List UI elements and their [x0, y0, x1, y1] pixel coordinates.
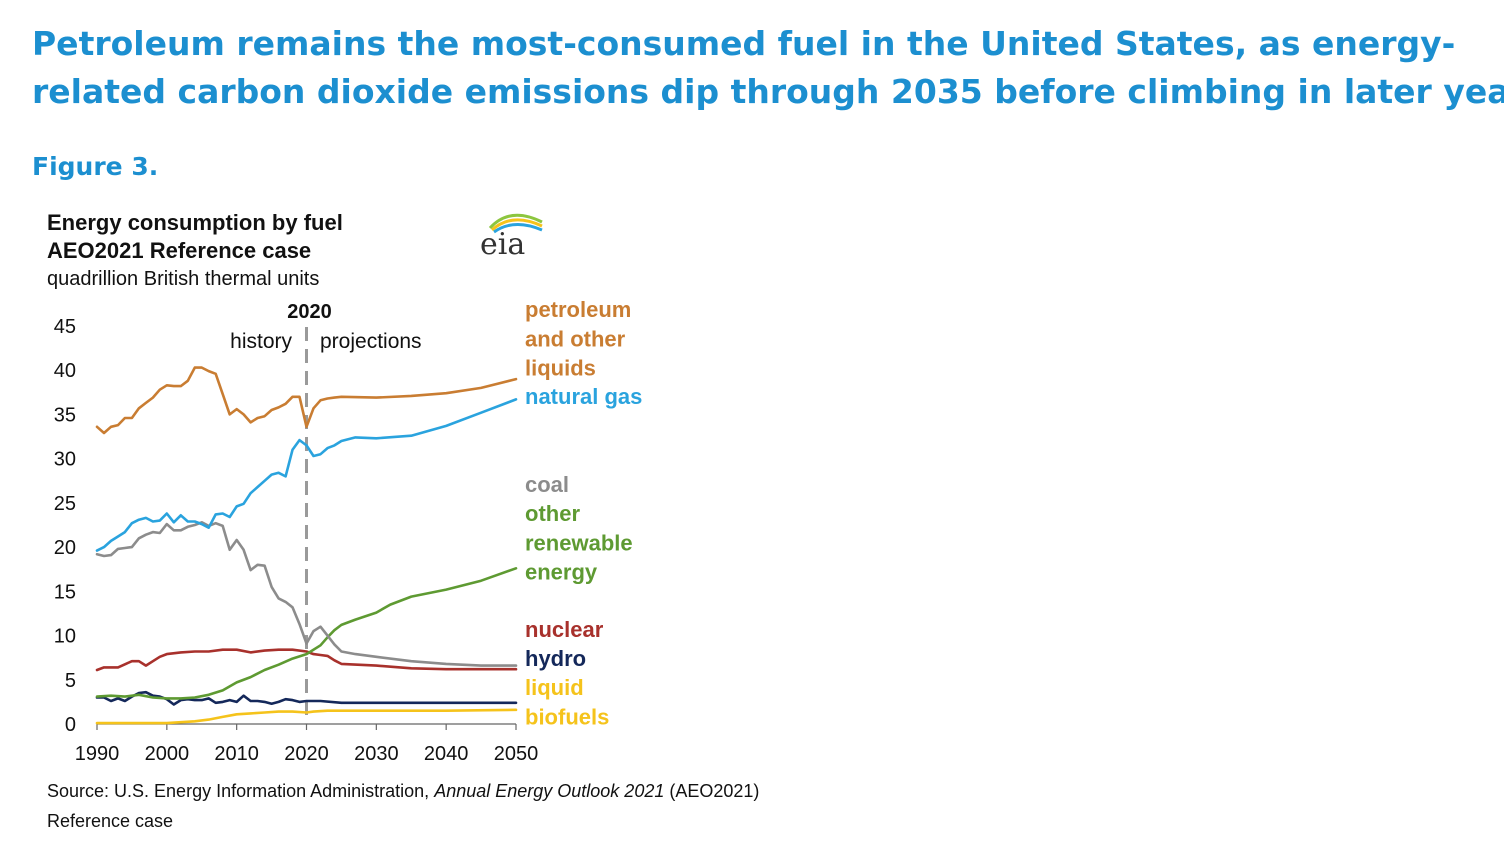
series-label-petroleum-and-other-liquids: liquids [525, 356, 596, 381]
source-line-2: Reference case [47, 811, 174, 831]
chart-unit: quadrillion British thermal units [47, 268, 320, 290]
series-line-coal [95, 521, 518, 667]
source-suffix: (AEO2021) [664, 781, 760, 801]
series-label-coal: coal [525, 472, 569, 497]
divider-year-label: 2020 [287, 301, 332, 323]
series-label-hydro: hydro [525, 646, 586, 671]
series-label-nuclear: nuclear [525, 617, 604, 642]
y-tick-label: 35 [54, 404, 76, 426]
series-label-other-renewable-energy: energy [525, 560, 598, 585]
y-tick-label: 20 [54, 537, 76, 559]
series-label-liquid-biofuels: liquid [525, 675, 584, 700]
source-note: Source: U.S. Energy Information Administ… [47, 776, 947, 836]
headline-line-2: related carbon dioxide emissions dip thr… [32, 72, 1504, 111]
series-line-natural-gas [95, 398, 518, 552]
series-line-liquid-biofuels [95, 708, 518, 725]
eia-logo: eia [480, 213, 543, 258]
headline-line-1: Petroleum remains the most-consumed fuel… [32, 24, 1456, 63]
series-line-other-renewable-energy [95, 567, 518, 700]
chart-title-block: Energy consumption by fuel AEO2021 Refer… [47, 209, 343, 265]
chart-title: Energy consumption by fuel [47, 210, 343, 235]
source-line-1: Source: U.S. Energy Information Administ… [47, 776, 947, 806]
y-tick-label: 5 [65, 670, 76, 692]
y-tick-label: 0 [65, 714, 76, 736]
series-label-other-renewable-energy: renewable [525, 530, 633, 555]
y-tick-label: 30 [54, 449, 76, 471]
x-tick-label: 2040 [424, 743, 469, 765]
series-line-hydro [95, 690, 518, 706]
x-tick-label: 2020 [284, 743, 329, 765]
x-tick-label: 2000 [145, 743, 190, 765]
y-tick-label: 15 [54, 581, 76, 603]
headline: Petroleum remains the most-consumed fuel… [32, 20, 1504, 116]
y-tick-label: 45 [54, 316, 76, 338]
projections-label: projections [320, 330, 422, 353]
figure-label: Figure 3. [32, 152, 159, 181]
chart-subtitle: AEO2021 Reference case [47, 238, 312, 263]
x-tick-label: 2010 [214, 743, 259, 765]
x-tick-label: 2030 [354, 743, 399, 765]
history-label: history [230, 330, 292, 353]
series-label-natural-gas: natural gas [525, 384, 642, 409]
source-publication: Annual Energy Outlook 2021 [434, 781, 665, 801]
x-tick-label: 2050 [494, 743, 539, 765]
eia-logo-text: eia [480, 227, 525, 258]
series-label-petroleum-and-other-liquids: petroleum [525, 297, 631, 322]
series-label-petroleum-and-other-liquids: and other [525, 326, 626, 351]
y-tick-label: 25 [54, 493, 76, 515]
y-tick-label: 40 [54, 360, 76, 382]
series-line-nuclear [95, 648, 518, 672]
series-label-other-renewable-energy: other [525, 501, 580, 526]
series-layer [95, 366, 518, 725]
divider-layer: 2020 history projections [230, 301, 422, 724]
series-label-liquid-biofuels: biofuels [525, 704, 609, 729]
y-tick-label: 10 [54, 626, 76, 648]
source-prefix: Source: U.S. Energy Information Administ… [47, 781, 435, 801]
x-tick-label: 1990 [75, 743, 120, 765]
series-line-petroleum-and-other-liquids [95, 366, 518, 435]
label-layer: petroleum and other liquids natural gas coal… [525, 297, 642, 729]
